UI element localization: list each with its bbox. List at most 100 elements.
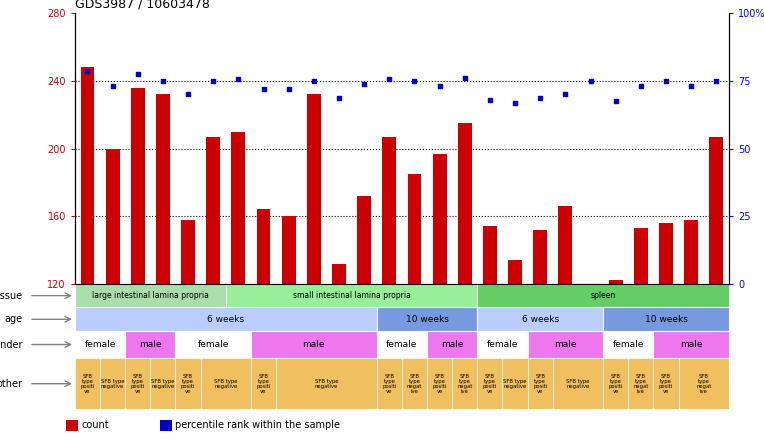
Text: SFB
type
positi
ve: SFB type positi ve [257,374,270,394]
Bar [427,358,452,409]
Bar [478,331,528,358]
Bar [382,137,397,284]
Text: 10 weeks: 10 weeks [645,315,688,324]
Bar [709,137,724,284]
Bar [100,358,125,409]
Bar [75,331,125,358]
Text: age: age [5,314,23,324]
Bar [377,358,402,409]
Bar [377,331,427,358]
Bar [332,264,346,284]
Text: SFB
type
positi
ve: SFB type positi ve [659,374,673,394]
Bar [105,149,119,284]
Text: large intestinal lamina propria: large intestinal lamina propria [92,291,209,300]
Point [106,83,118,90]
Bar [678,358,729,409]
Text: other: other [0,379,23,388]
Bar [503,358,528,409]
Text: female: female [386,340,418,349]
Bar [257,210,270,284]
Bar [75,307,377,331]
Text: 10 weeks: 10 weeks [406,315,448,324]
Bar [478,358,503,409]
Point [333,94,345,101]
Text: SFB
type
negat
ive: SFB type negat ive [406,374,422,394]
Text: SFB
type
negat
ive: SFB type negat ive [696,374,711,394]
Bar [458,123,471,284]
Text: gender: gender [0,340,23,349]
Point [635,83,647,90]
Bar [176,358,201,409]
Point [509,99,521,107]
Bar [181,220,195,284]
Bar [151,358,176,409]
Text: GDS3987 / 10603478: GDS3987 / 10603478 [75,0,210,11]
Bar [508,260,522,284]
Text: SFB type
negative: SFB type negative [214,379,238,388]
Bar [176,331,251,358]
Bar [75,284,226,307]
Text: SFB
type
positi
ve: SFB type positi ve [432,374,447,394]
Text: SFB
type
positi
ve: SFB type positi ve [533,374,547,394]
Point [484,96,496,103]
Text: spleen: spleen [591,291,616,300]
Bar [358,196,371,284]
Bar [478,307,603,331]
Text: SFB
type
positi
ve: SFB type positi ve [382,374,397,394]
Text: tissue: tissue [0,291,23,301]
Bar [628,358,653,409]
Text: SFB type
negative: SFB type negative [566,379,590,388]
Point [182,91,194,98]
Bar [432,154,446,284]
Bar [528,358,553,409]
Bar [478,284,729,307]
Bar [653,331,729,358]
Text: SFB type
negative: SFB type negative [503,379,527,388]
Text: male: male [303,340,325,349]
Point [308,77,320,84]
Text: SFB
type
positi
ve: SFB type positi ve [483,374,497,394]
Bar [251,331,377,358]
Text: SFB
type
negat
ive: SFB type negat ive [457,374,472,394]
Text: SFB
type
positi
ve: SFB type positi ve [131,374,145,394]
Text: male: male [554,340,577,349]
Text: male: male [441,340,464,349]
Point [534,94,546,101]
Text: male: male [139,340,161,349]
Text: count: count [82,420,109,429]
Point [257,86,270,93]
Bar [226,284,478,307]
Text: female: female [84,340,115,349]
Text: percentile rank within the sample: percentile rank within the sample [175,420,340,429]
Text: male: male [680,340,702,349]
Point [408,77,420,84]
Text: 6 weeks: 6 weeks [522,315,558,324]
Bar [452,358,478,409]
Text: SFB type
negative: SFB type negative [151,379,175,388]
Bar [276,358,377,409]
Text: 6 weeks: 6 weeks [207,315,244,324]
Bar [609,281,623,284]
Text: SFB
type
negat
ive: SFB type negat ive [633,374,649,394]
Bar [131,88,144,284]
Point [584,77,597,84]
Bar [603,307,729,331]
Bar [377,307,478,331]
Bar [125,358,151,409]
Bar [659,223,673,284]
Bar [206,137,220,284]
Bar [533,230,547,284]
Bar [307,95,321,284]
Point [157,77,169,84]
Point [232,76,244,83]
Point [685,83,698,90]
Bar [231,132,245,284]
Bar [427,331,478,358]
Text: SFB type
negative: SFB type negative [315,379,338,388]
Bar [603,331,653,358]
Bar [603,358,628,409]
Bar [66,420,79,431]
Bar [251,358,276,409]
Bar [156,95,170,284]
Bar [201,358,251,409]
